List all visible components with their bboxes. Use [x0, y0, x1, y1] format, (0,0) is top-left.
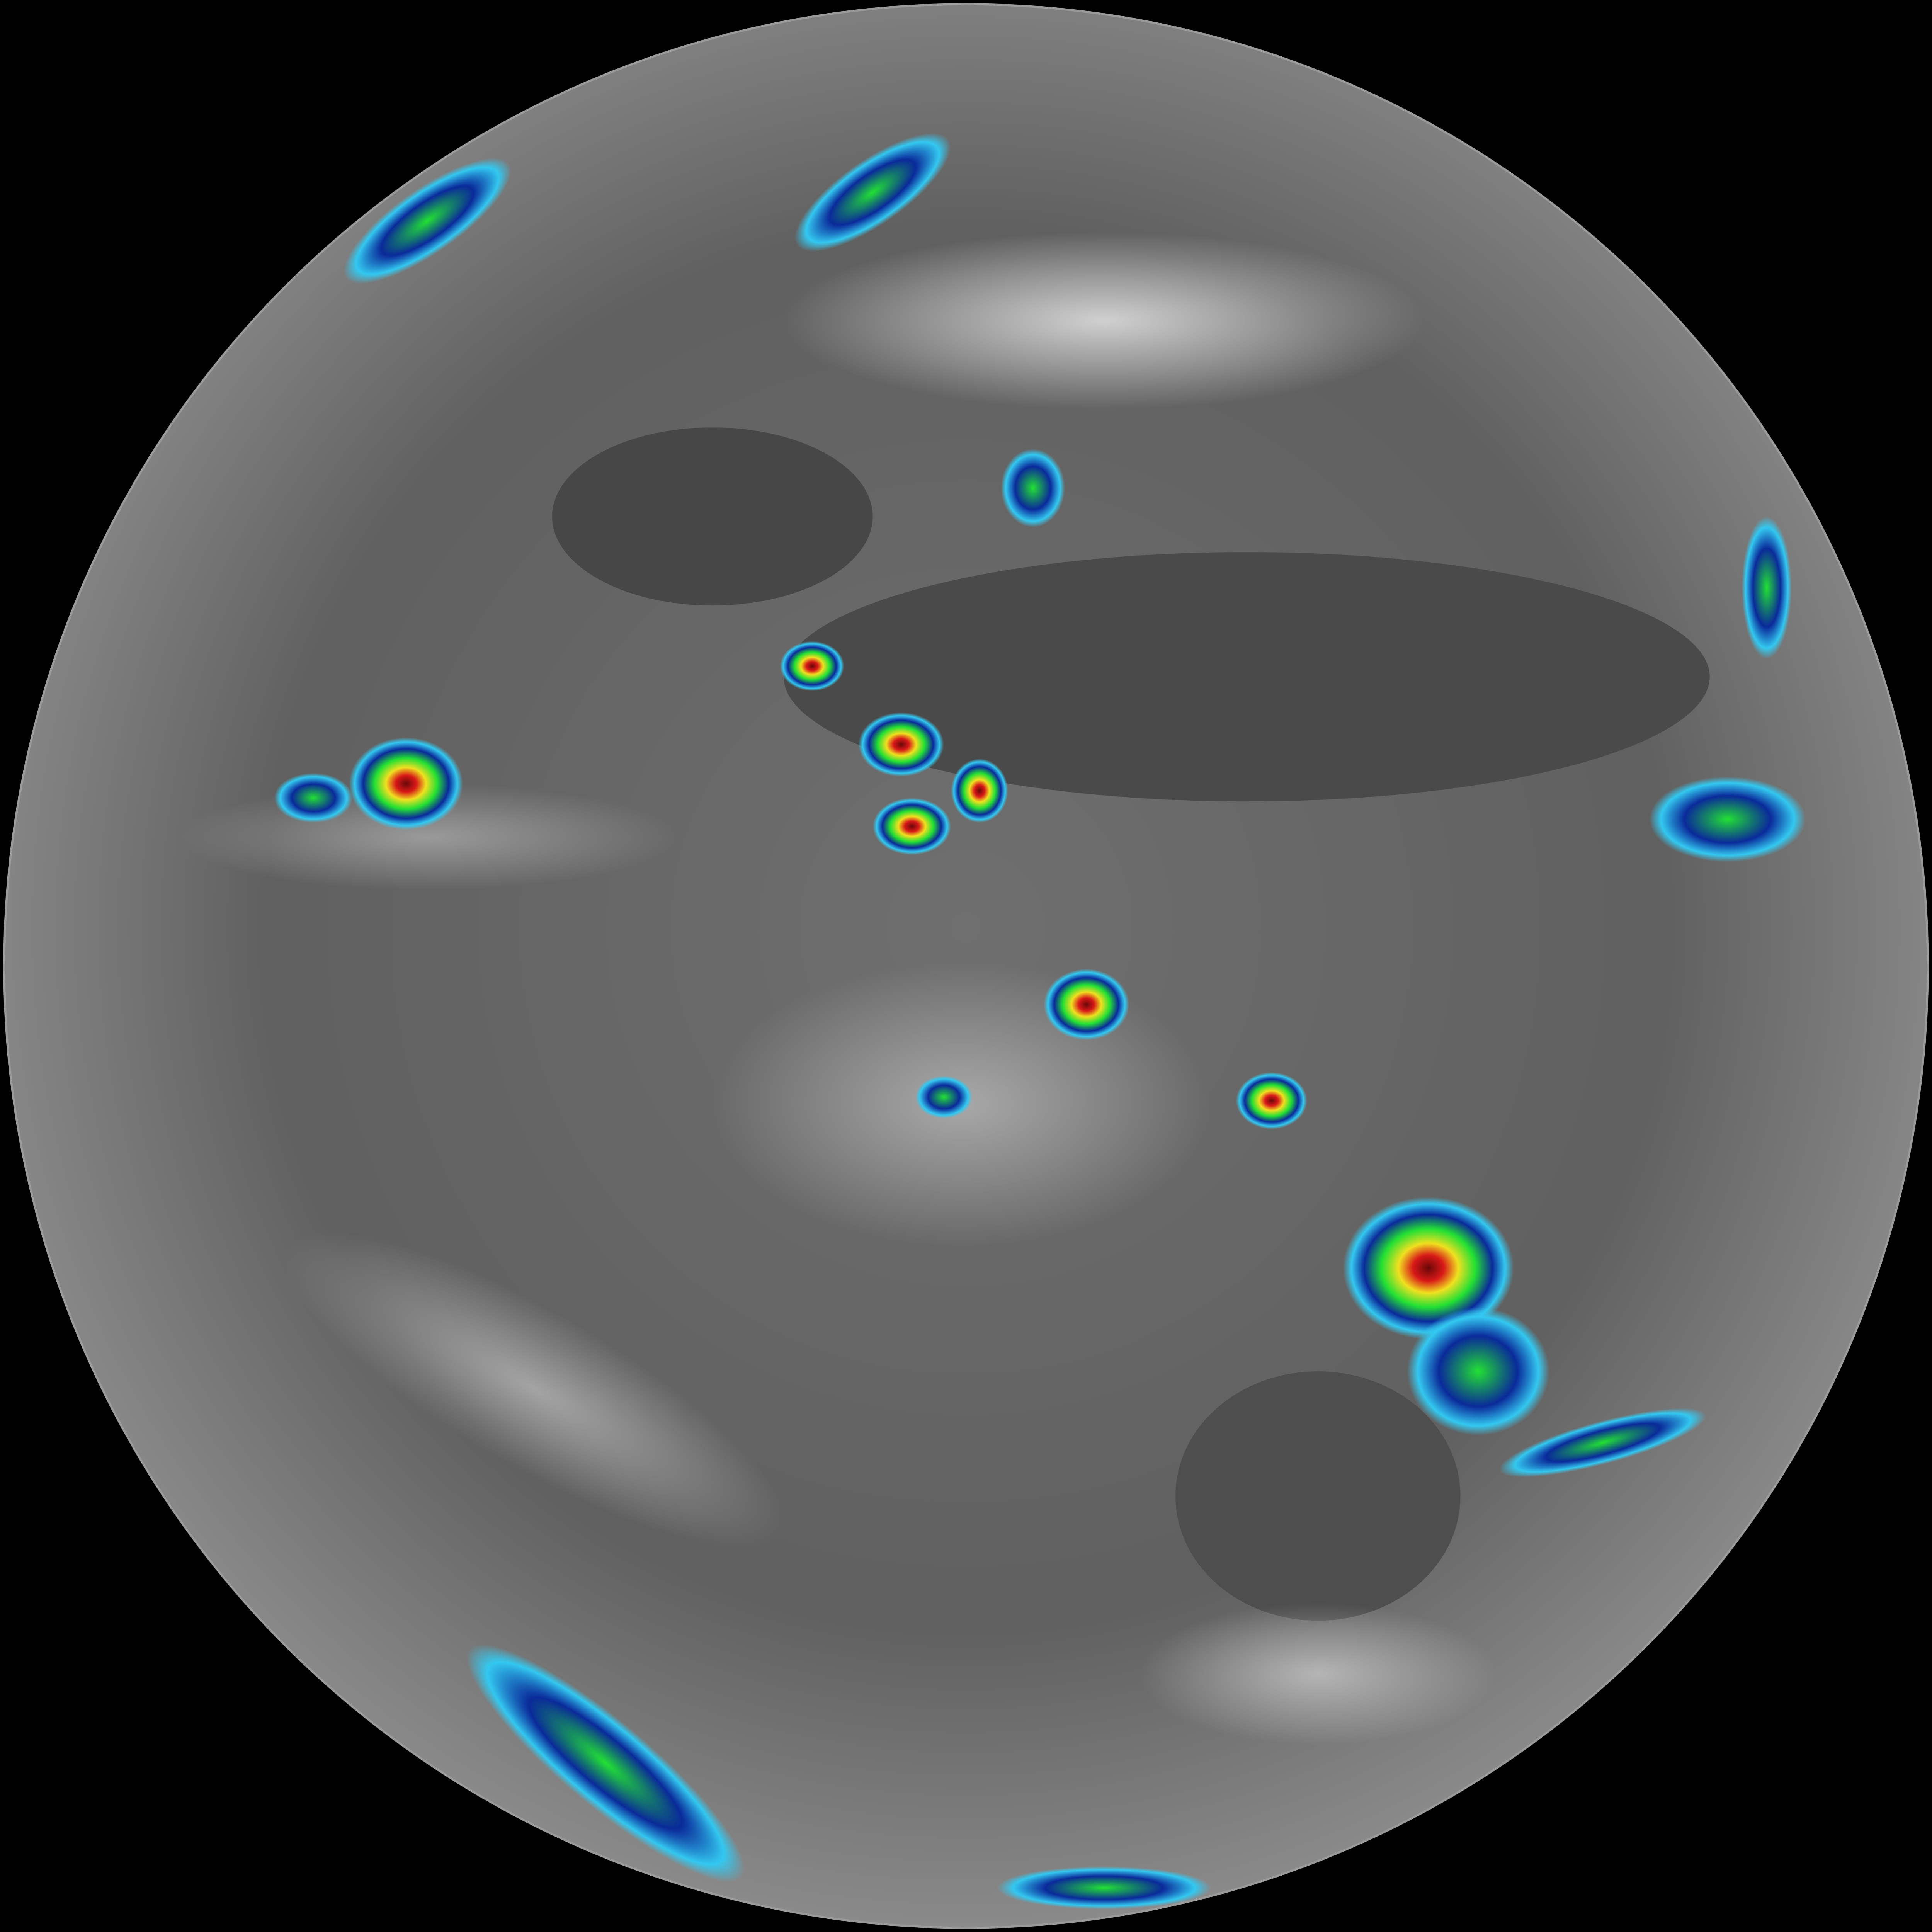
gulf-of-mexico: [552, 427, 873, 606]
storm-cell: [1407, 1307, 1549, 1435]
storm-cell: [872, 798, 951, 855]
storm-cell: [1236, 1072, 1308, 1129]
cloud-band: [1139, 1603, 1496, 1745]
storm-cell: [274, 773, 353, 823]
caribbean-clear: [784, 552, 1710, 802]
storm-cell: [915, 1075, 973, 1119]
south-america-interior: [1175, 1371, 1461, 1621]
storm-cell: [344, 158, 511, 284]
disk-limb: [3, 3, 1929, 1929]
storm-cell: [1649, 776, 1806, 862]
storm-cell: [349, 737, 463, 830]
storm-cell: [951, 759, 1008, 823]
storm-cell: [1499, 1408, 1706, 1477]
storm-cell: [1001, 449, 1065, 527]
storm-cell: [858, 712, 944, 777]
storm-cell: [1742, 516, 1792, 659]
cloud-band: [784, 231, 1425, 410]
storm-cell: [997, 1866, 1211, 1910]
storm-cell: [1343, 1197, 1514, 1340]
storm-cell: [780, 641, 844, 691]
cloud-band: [284, 1231, 784, 1547]
storm-cell: [1043, 969, 1129, 1040]
storm-cell: [466, 1644, 745, 1883]
storm-cell: [794, 133, 951, 252]
cloud-layer: [178, 133, 1806, 1910]
